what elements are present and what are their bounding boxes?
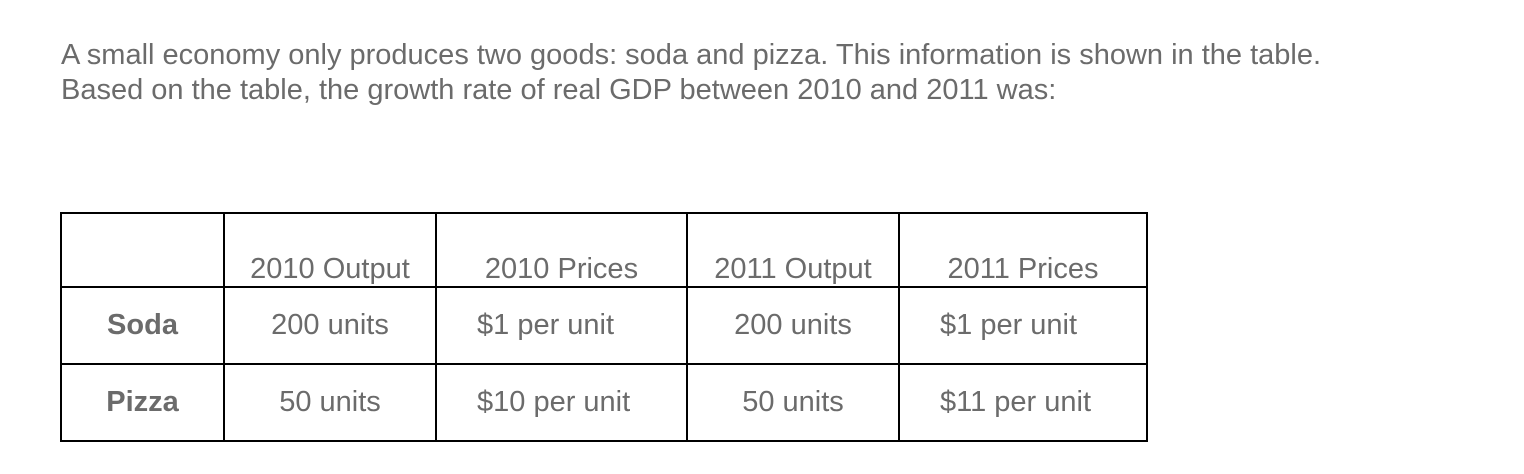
pizza-prices-2010: $10 per unit bbox=[435, 363, 688, 442]
header-2010-prices: 2010 Prices bbox=[435, 212, 688, 288]
gdp-data-table: 2010 Output 2010 Prices 2011 Output 2011… bbox=[60, 212, 1148, 442]
pizza-output-2010: 50 units bbox=[223, 363, 437, 442]
header-2011-output: 2011 Output bbox=[686, 212, 900, 288]
question-text: A small economy only produces two goods:… bbox=[61, 38, 1481, 108]
pizza-output-2011: 50 units bbox=[686, 363, 900, 442]
header-2011-prices: 2011 Prices bbox=[898, 212, 1148, 288]
soda-prices-2011: $1 per unit bbox=[898, 286, 1148, 365]
header-2010-output: 2010 Output bbox=[223, 212, 437, 288]
soda-prices-2010: $1 per unit bbox=[435, 286, 688, 365]
table-header-row: 2010 Output 2010 Prices 2011 Output 2011… bbox=[60, 212, 1148, 288]
question-line-1: A small economy only produces two goods:… bbox=[61, 39, 1322, 71]
soda-output-2011: 200 units bbox=[686, 286, 900, 365]
table-row: Soda 200 units $1 per unit 200 units $1 … bbox=[60, 286, 1148, 365]
header-corner-cell bbox=[60, 212, 225, 288]
row-label-pizza: Pizza bbox=[60, 363, 225, 442]
pizza-prices-2011: $11 per unit bbox=[898, 363, 1148, 442]
soda-output-2010: 200 units bbox=[223, 286, 437, 365]
question-line-2: Based on the table, the growth rate of r… bbox=[61, 74, 1057, 106]
row-label-soda: Soda bbox=[60, 286, 225, 365]
table-row: Pizza 50 units $10 per unit 50 units $11… bbox=[60, 363, 1148, 442]
